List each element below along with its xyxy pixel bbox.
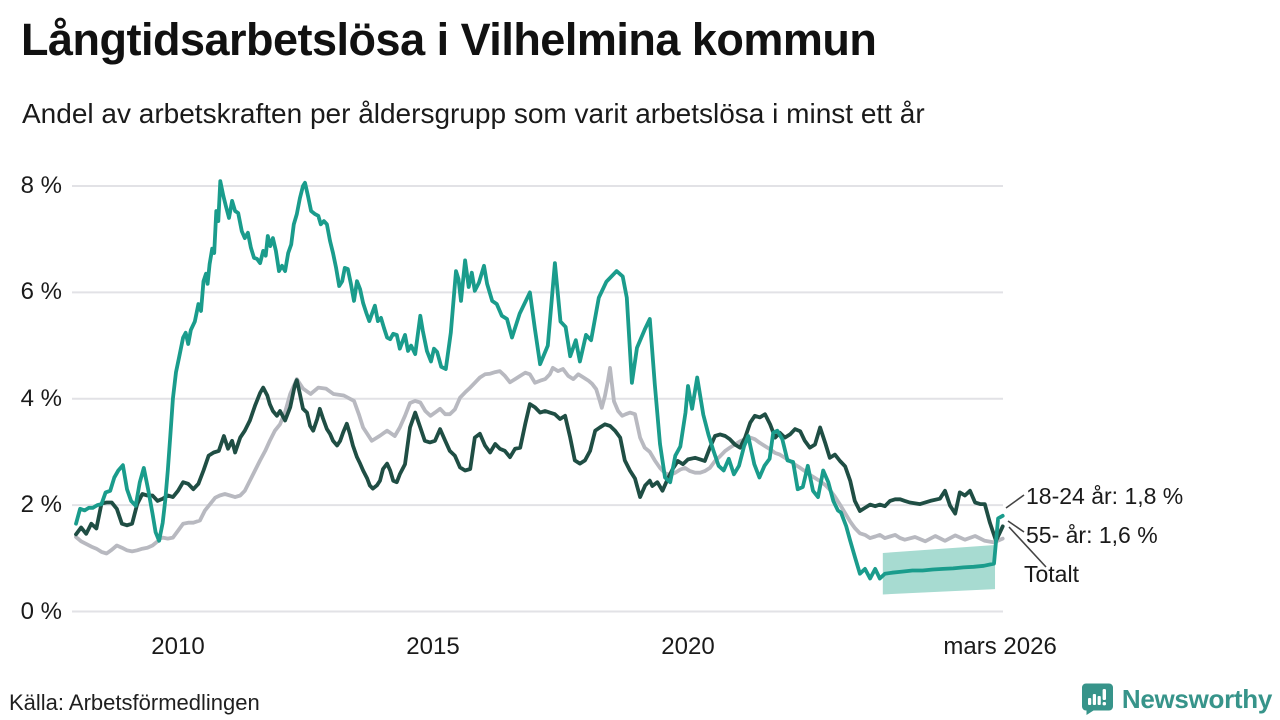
x-axis-tick-label-mars-2026: mars 2026 <box>943 633 1057 660</box>
newsworthy-wordmark: Newsworthy <box>1121 683 1272 714</box>
annotation-connector-55plus <box>1007 520 1025 533</box>
x-axis-tick-label-2020: 2020 <box>661 633 715 660</box>
series-line-55- år <box>74 378 1005 543</box>
page-title: Långtidsarbetslösa i Vilhelmina kommun <box>21 14 877 65</box>
series-line-Totalt <box>74 365 1005 556</box>
series-end-label-total: Totalt <box>1024 561 1079 587</box>
series-end-label-55plus: 55- år: 1,6 % <box>1026 522 1158 548</box>
series-line-18-24 år <box>74 179 1005 581</box>
y-axis-tick-label-0: 0 % <box>20 597 62 625</box>
newsworthy-bubble-chart-icon <box>1081 683 1114 715</box>
annotation-connector-18-24 <box>1005 494 1025 509</box>
y-axis-tick-label-2: 2 % <box>20 491 62 519</box>
series-end-label-18-24: 18-24 år: 1,8 % <box>1026 483 1184 509</box>
newsworthy-logo: Newsworthy <box>1081 683 1272 715</box>
x-axis-tick-label-2015: 2015 <box>406 633 460 660</box>
annotation-connector-total <box>1008 526 1047 568</box>
chart-subtitle: Andel av arbetskraften per åldersgrupp s… <box>22 98 925 129</box>
y-axis-tick-label-8: 8 % <box>20 171 62 199</box>
y-axis-tick-label-4: 4 % <box>20 384 62 412</box>
source-note: Källa: Arbetsförmedlingen <box>9 690 260 715</box>
y-axis-tick-label-6: 6 % <box>20 278 62 306</box>
x-axis-tick-label-2010: 2010 <box>151 633 205 660</box>
